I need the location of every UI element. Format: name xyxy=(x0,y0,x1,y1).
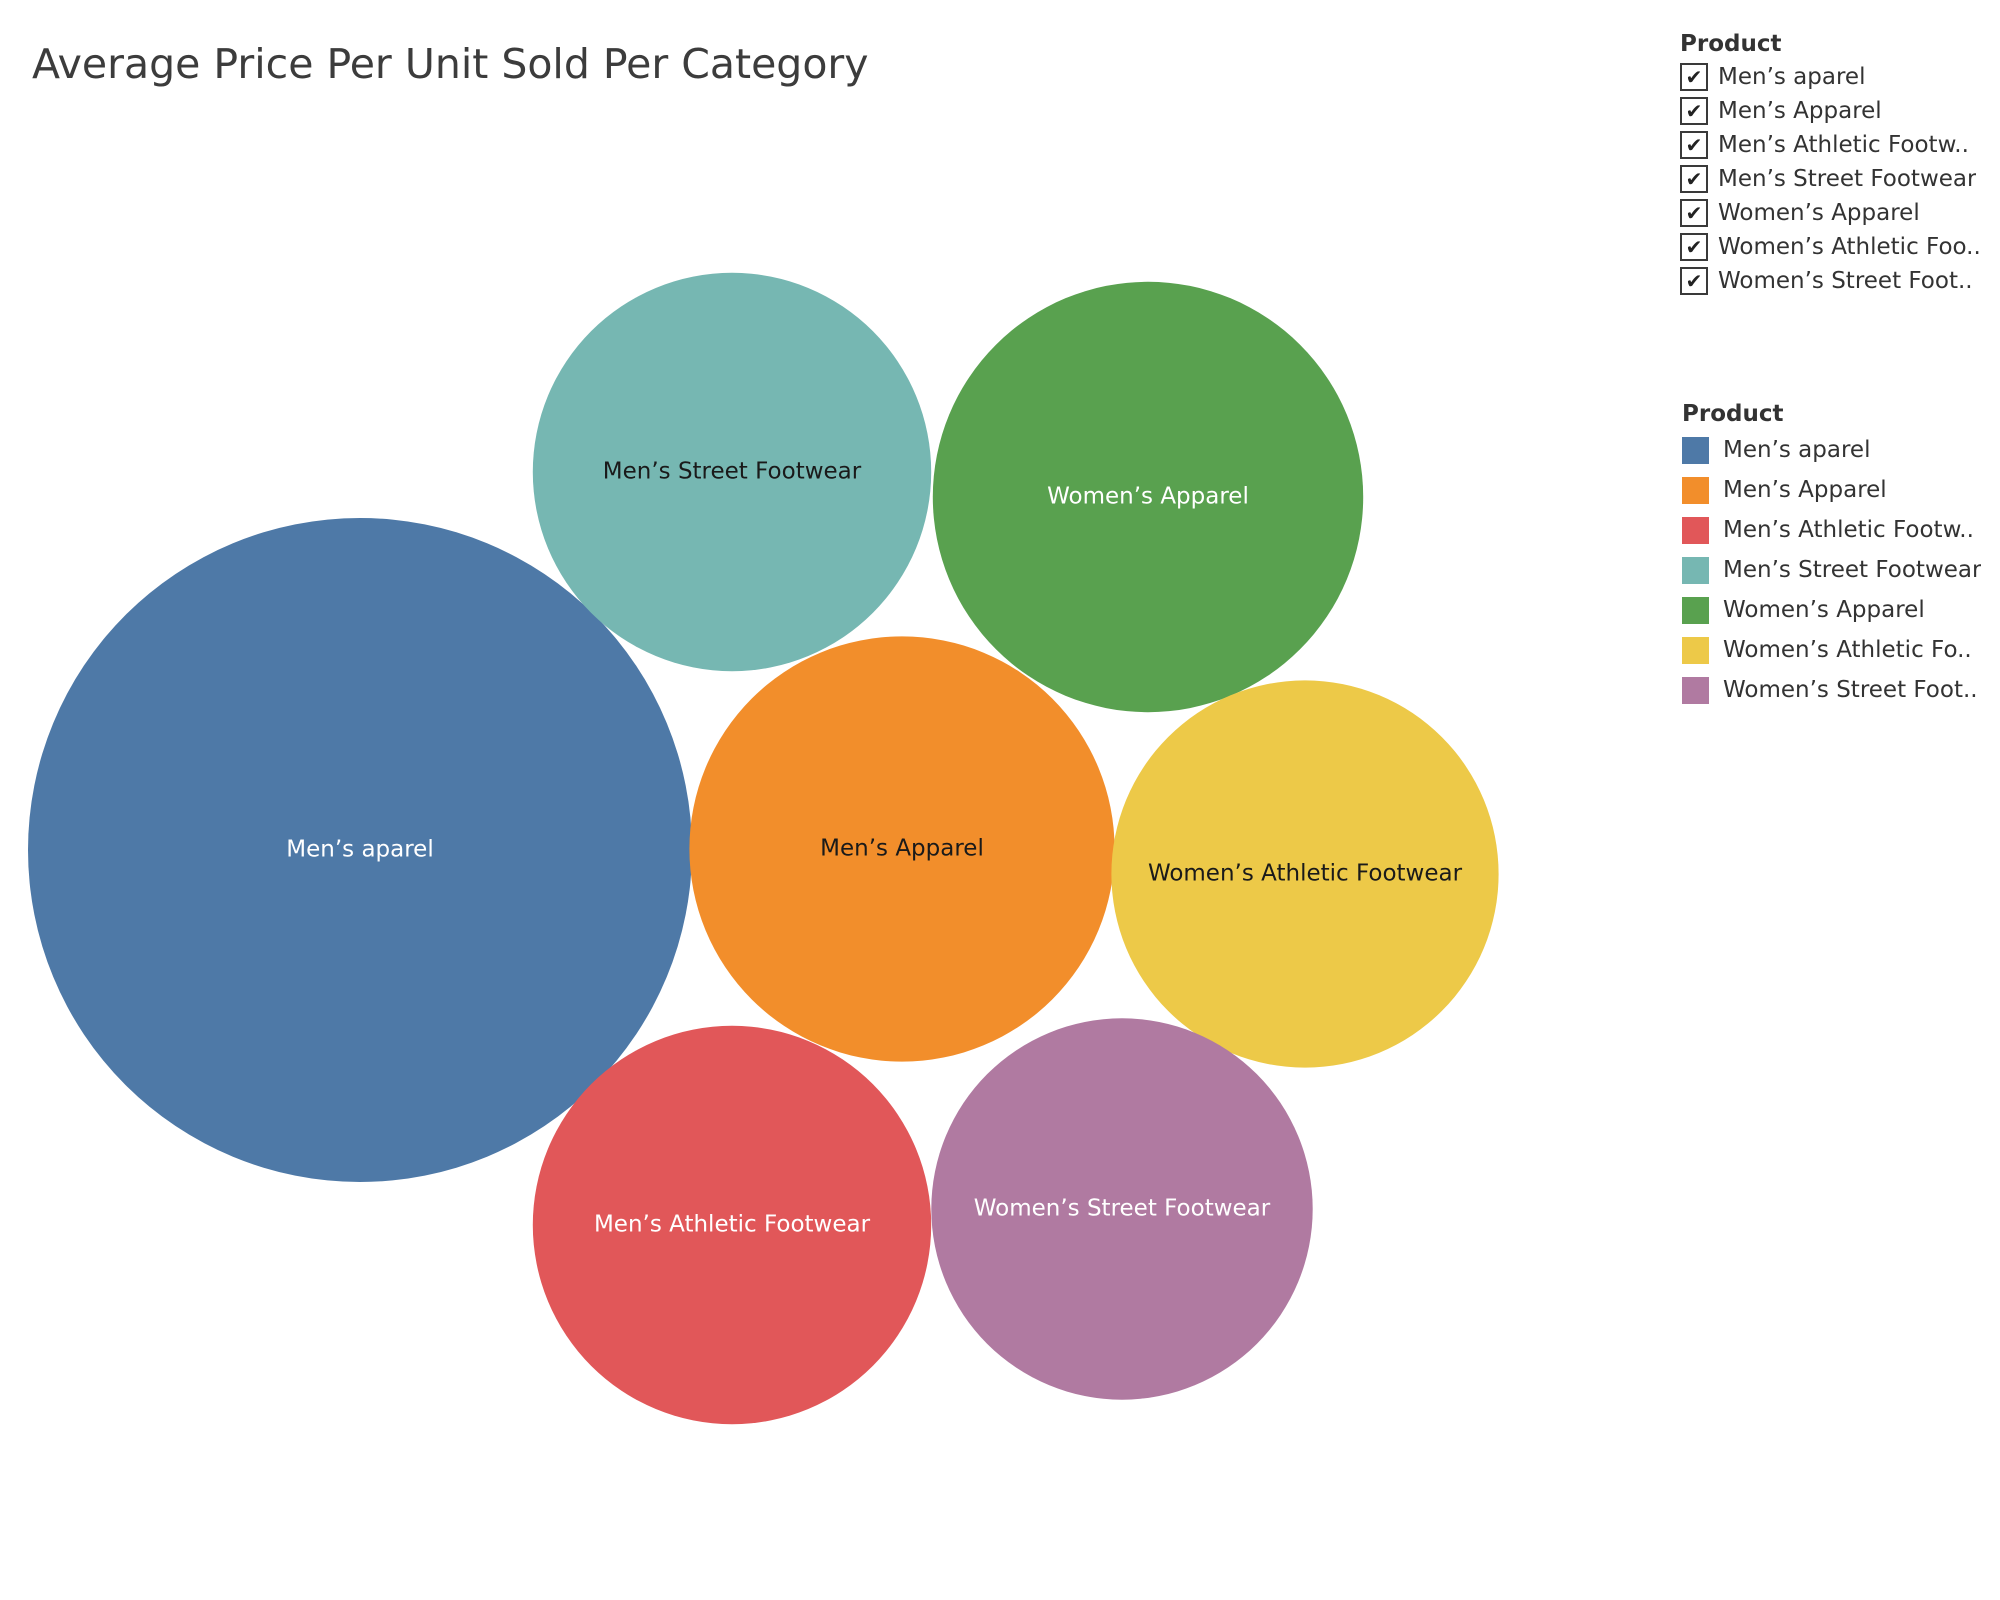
legend-item-0[interactable]: Men’s aparel xyxy=(1682,430,1992,470)
bubble-label-5: Women’s Athletic Footwear xyxy=(1148,861,1463,887)
product-filter: Product ✔ Men’s aparel ✔ Men’s Apparel ✔… xyxy=(1680,28,1990,298)
legend-item-label: Men’s Athletic Footw.. xyxy=(1723,517,1974,543)
legend-swatch xyxy=(1682,596,1709,624)
filter-item-3[interactable]: ✔ Men’s Street Footwear xyxy=(1680,162,1990,196)
filter-item-label: Women’s Athletic Foo.. xyxy=(1718,234,1981,260)
bubble-6[interactable] xyxy=(931,1018,1313,1400)
filter-item-label: Men’s Street Footwear xyxy=(1718,166,1977,192)
check-icon: ✔ xyxy=(1685,65,1703,89)
check-icon: ✔ xyxy=(1685,235,1703,259)
legend-item-4[interactable]: Women’s Apparel xyxy=(1682,590,1992,630)
legend-item-2[interactable]: Men’s Athletic Footw.. xyxy=(1682,510,1992,550)
checkbox-icon[interactable]: ✔ xyxy=(1680,97,1708,125)
legend-title: Product xyxy=(1682,401,1784,427)
legend-item-5[interactable]: Women’s Athletic Fo.. xyxy=(1682,630,1992,670)
legend-item-3[interactable]: Men’s Street Footwear xyxy=(1682,550,1992,590)
bubble-1[interactable] xyxy=(689,636,1115,1062)
check-icon: ✔ xyxy=(1685,99,1703,123)
checkbox-icon[interactable]: ✔ xyxy=(1680,165,1708,193)
bubble-label-2: Men’s Athletic Footwear xyxy=(594,1212,871,1238)
legend-swatch xyxy=(1682,676,1709,704)
filter-item-0[interactable]: ✔ Men’s aparel xyxy=(1680,60,1990,94)
filter-item-label: Women’s Street Foot.. xyxy=(1718,268,1973,294)
legend-item-label: Men’s aparel xyxy=(1723,437,1871,463)
checkbox-icon[interactable]: ✔ xyxy=(1680,131,1708,159)
legend-swatch xyxy=(1682,436,1709,464)
bubble-4[interactable] xyxy=(932,281,1364,713)
filter-item-4[interactable]: ✔ Women’s Apparel xyxy=(1680,196,1990,230)
filter-item-5[interactable]: ✔ Women’s Athletic Foo.. xyxy=(1680,230,1990,264)
legend-item-label: Men’s Apparel xyxy=(1723,477,1887,503)
checkbox-icon[interactable]: ✔ xyxy=(1680,63,1708,91)
color-legend: Product Men’s aparel Men’s Apparel Men’s… xyxy=(1682,398,1992,710)
chart-title: Average Price Per Unit Sold Per Category xyxy=(32,40,869,88)
bubble-label-6: Women’s Street Footwear xyxy=(974,1196,1271,1222)
legend-item-label: Women’s Street Foot.. xyxy=(1723,677,1978,703)
legend-swatch xyxy=(1682,476,1709,504)
check-icon: ✔ xyxy=(1685,269,1703,293)
filter-title: Product xyxy=(1680,31,1782,57)
bubble-label-4: Women’s Apparel xyxy=(1047,484,1249,510)
bubble-label-0: Men’s aparel xyxy=(286,837,433,863)
check-icon: ✔ xyxy=(1685,201,1703,225)
legend-swatch xyxy=(1682,516,1709,544)
filter-item-label: Men’s aparel xyxy=(1718,64,1866,90)
filter-item-1[interactable]: ✔ Men’s Apparel xyxy=(1680,94,1990,128)
checkbox-icon[interactable]: ✔ xyxy=(1680,199,1708,227)
filter-item-2[interactable]: ✔ Men’s Athletic Footw.. xyxy=(1680,128,1990,162)
checkbox-icon[interactable]: ✔ xyxy=(1680,233,1708,261)
filter-item-label: Men’s Apparel xyxy=(1718,98,1882,124)
bubble-label-3: Men’s Street Footwear xyxy=(603,459,862,485)
bubble-0[interactable] xyxy=(28,518,692,1182)
bubble-5[interactable] xyxy=(1111,680,1499,1068)
bubble-label-1: Men’s Apparel xyxy=(820,836,984,862)
filter-item-label: Women’s Apparel xyxy=(1718,200,1920,226)
bubble-2[interactable] xyxy=(532,1025,932,1425)
legend-swatch xyxy=(1682,556,1709,584)
check-icon: ✔ xyxy=(1685,133,1703,157)
legend-item-1[interactable]: Men’s Apparel xyxy=(1682,470,1992,510)
legend-item-label: Women’s Apparel xyxy=(1723,597,1925,623)
filter-item-6[interactable]: ✔ Women’s Street Foot.. xyxy=(1680,264,1990,298)
check-icon: ✔ xyxy=(1685,167,1703,191)
bubble-3[interactable] xyxy=(532,272,932,672)
legend-item-label: Men’s Street Footwear xyxy=(1723,557,1982,583)
legend-item-6[interactable]: Women’s Street Foot.. xyxy=(1682,670,1992,710)
checkbox-icon[interactable]: ✔ xyxy=(1680,267,1708,295)
filter-item-label: Men’s Athletic Footw.. xyxy=(1718,132,1969,158)
legend-swatch xyxy=(1682,636,1709,664)
legend-item-label: Women’s Athletic Fo.. xyxy=(1723,637,1972,663)
